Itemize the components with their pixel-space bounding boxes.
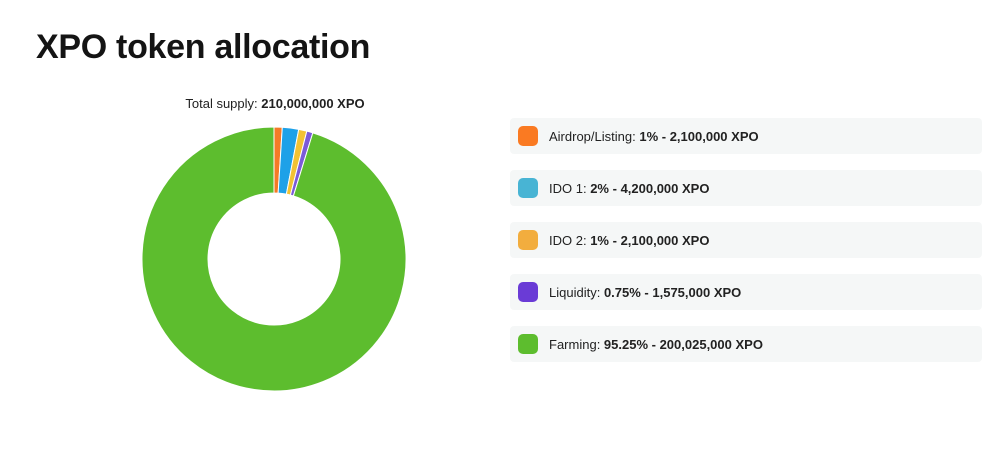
legend-text: Farming: 95.25% - 200,025,000 XPO: [549, 336, 763, 352]
legend-item[interactable]: Farming: 95.25% - 200,025,000 XPO: [510, 326, 982, 362]
legend-amount: 1,575,000 XPO: [652, 284, 742, 300]
legend-item[interactable]: Airdrop/Listing: 1% - 2,100,000 XPO: [510, 118, 982, 154]
legend-text: Airdrop/Listing: 1% - 2,100,000 XPO: [549, 128, 759, 144]
total-supply-label: Total supply:: [185, 96, 258, 111]
legend-series-name: IDO 1: [549, 180, 583, 196]
legend-percent: 1%: [590, 232, 609, 248]
legend-swatch: [518, 126, 538, 146]
legend-item[interactable]: IDO 1: 2% - 4,200,000 XPO: [510, 170, 982, 206]
legend-swatch: [518, 334, 538, 354]
legend-value: 1% - 2,100,000 XPO: [639, 128, 759, 144]
legend-percent: 2%: [590, 180, 609, 196]
total-supply: Total supply: 210,000,000 XPO: [170, 96, 380, 111]
legend-value: 2% - 4,200,000 XPO: [590, 180, 710, 196]
legend-series-name: IDO 2: [549, 232, 583, 248]
legend-item[interactable]: IDO 2: 1% - 2,100,000 XPO: [510, 222, 982, 258]
legend-text: IDO 2: 1% - 2,100,000 XPO: [549, 232, 710, 248]
legend-value: 1% - 2,100,000 XPO: [590, 232, 710, 248]
legend-swatch: [518, 230, 538, 250]
legend-value: 0.75% - 1,575,000 XPO: [603, 284, 742, 300]
legend-percent: 1%: [639, 128, 659, 144]
allocation-legend: Airdrop/Listing: 1% - 2,100,000 XPO IDO 1…: [510, 118, 982, 378]
legend-swatch: [518, 282, 538, 302]
legend-swatch: [518, 178, 538, 198]
total-supply-value: 210,000,000 XPO: [261, 96, 365, 111]
legend-series-name: Farming: [549, 336, 597, 352]
legend-value: 95.25% - 200,025,000 XPO: [603, 336, 763, 352]
legend-amount: 2,100,000 XPO: [620, 232, 710, 248]
legend-percent: 0.75%: [603, 284, 641, 300]
donut-slice[interactable]: [141, 126, 407, 392]
legend-text: IDO 1: 2% - 4,200,000 XPO: [549, 180, 710, 196]
legend-amount: 200,025,000 XPO: [659, 336, 763, 352]
legend-amount: 2,100,000 XPO: [669, 128, 759, 144]
allocation-donut-chart: [141, 126, 407, 392]
legend-item[interactable]: Liquidity: 0.75% - 1,575,000 XPO: [510, 274, 982, 310]
page-title: XPO token allocation: [36, 28, 371, 66]
legend-series-name: Airdrop/Listing: [549, 128, 633, 144]
legend-percent: 95.25%: [603, 336, 649, 352]
legend-series-name: Liquidity: [549, 284, 597, 300]
legend-text: Liquidity: 0.75% - 1,575,000 XPO: [549, 284, 742, 300]
legend-amount: 4,200,000 XPO: [620, 180, 710, 196]
